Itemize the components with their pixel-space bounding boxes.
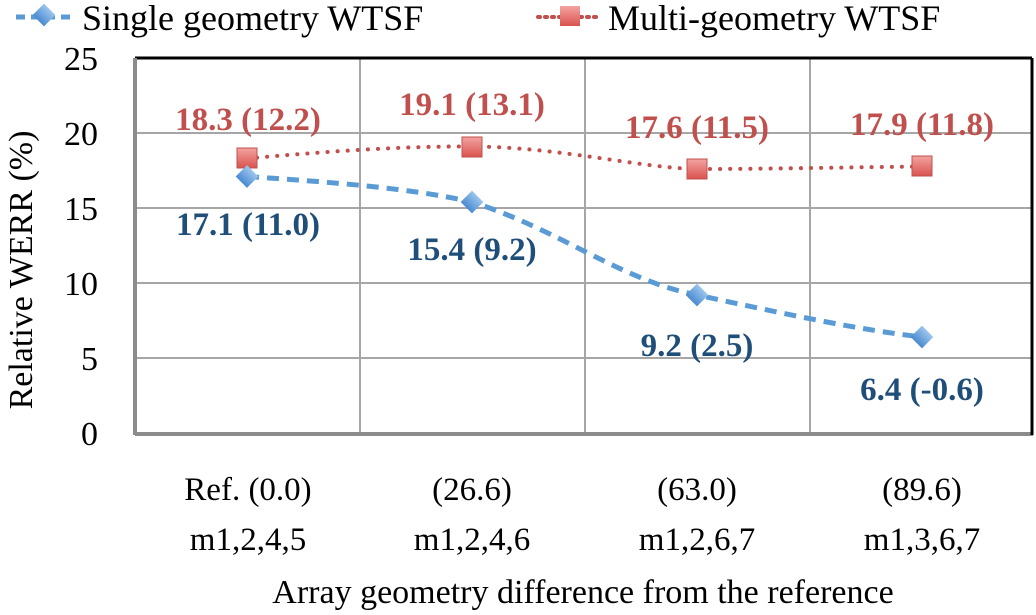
plot-area [133, 56, 1034, 436]
data-point-diamond [910, 325, 934, 349]
data-label: 17.9 (11.8) [850, 107, 994, 143]
data-point-square [461, 136, 483, 158]
data-label: 6.4 (-0.6) [860, 372, 984, 408]
square-marker-icon [560, 6, 580, 26]
y-axis-ticks: 0 5 10 15 20 25 [64, 41, 98, 453]
legend-label-multi: Multi-geometry WTSF [608, 0, 940, 38]
data-point-square [236, 147, 258, 169]
legend-item-multi: Multi-geometry WTSF [536, 0, 940, 38]
x-category-line1: (89.6) [882, 472, 962, 508]
x-category-line2: m1,2,4,6 [414, 522, 530, 558]
data-label: 19.1 (13.1) [399, 87, 545, 123]
x-axis-title: Array geometry difference from the refer… [272, 574, 893, 611]
legend: Single geometry WTSF Multi-geometry WTSF [16, 0, 940, 38]
data-point-diamond [685, 283, 709, 307]
series-multi-geometry [236, 136, 933, 180]
gridlines [135, 58, 1032, 433]
y-axis-title: Relative WERR (%) [3, 131, 40, 410]
data-labels-multi: 18.3 (12.2) 19.1 (13.1) 17.6 (11.5) 17.9… [175, 87, 994, 146]
data-point-square [911, 155, 933, 177]
data-label: 17.1 (11.0) [176, 207, 320, 243]
data-label: 18.3 (12.2) [175, 102, 321, 138]
diamond-marker-icon [32, 3, 56, 27]
x-axis-categories: Ref. (0.0) m1,2,4,5 (26.6) m1,2,4,6 (63.… [184, 472, 980, 558]
legend-item-single: Single geometry WTSF [16, 0, 423, 38]
x-category-line1: (26.6) [432, 472, 512, 508]
x-category-line2: m1,2,4,5 [190, 522, 306, 558]
x-category-line2: m1,3,6,7 [864, 522, 980, 558]
x-category-line2: m1,2,6,7 [639, 522, 755, 558]
x-category-line1: Ref. (0.0) [184, 472, 311, 508]
data-label: 15.4 (9.2) [407, 232, 536, 268]
y-tick: 20 [64, 116, 98, 153]
data-labels-single: 17.1 (11.0) 15.4 (9.2) 9.2 (2.5) 6.4 (-0… [176, 207, 984, 408]
y-tick: 25 [64, 41, 98, 78]
y-tick: 0 [81, 416, 98, 453]
data-label: 17.6 (11.5) [625, 110, 769, 146]
data-label: 9.2 (2.5) [641, 328, 754, 364]
legend-label-single: Single geometry WTSF [82, 0, 423, 38]
y-tick: 5 [81, 341, 98, 378]
y-tick: 10 [64, 266, 98, 303]
y-tick: 15 [64, 191, 98, 228]
x-category-line1: (63.0) [657, 472, 737, 508]
data-point-square [686, 158, 708, 180]
